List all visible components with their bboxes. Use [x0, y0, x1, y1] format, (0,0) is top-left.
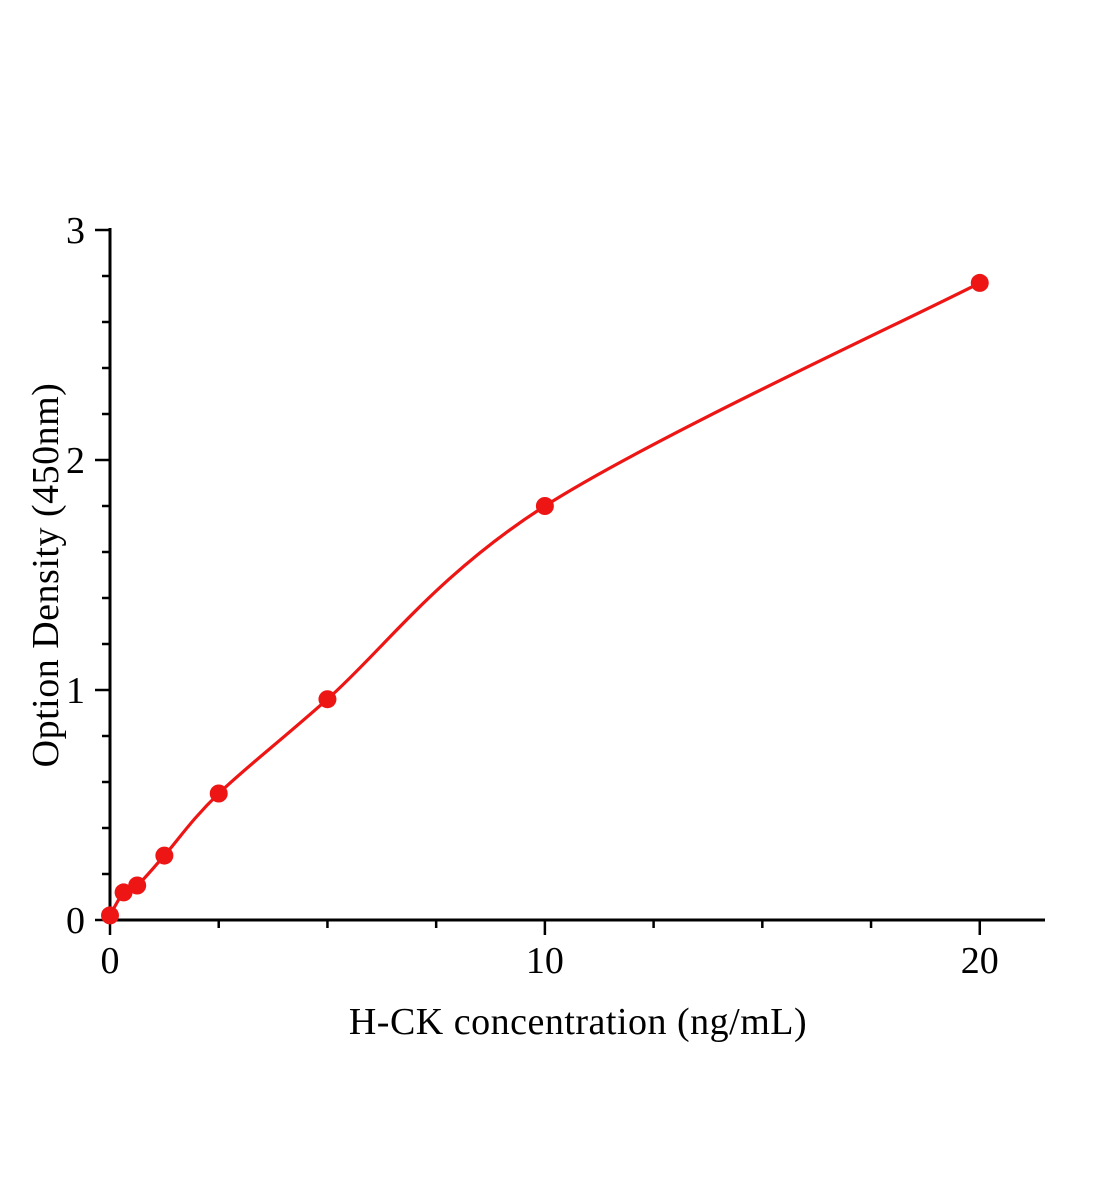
x-tick-label: 10	[526, 940, 564, 982]
fit-curve	[108, 281, 982, 917]
x-axis-label: H-CK concentration (ng/mL)	[348, 1001, 808, 1043]
y-tick-label: 1	[66, 670, 85, 712]
y-axis-label: Option Density (450nm)	[25, 382, 67, 768]
data-point	[128, 876, 147, 895]
data-point	[535, 497, 554, 515]
data-point	[318, 690, 337, 709]
data-point	[114, 883, 133, 902]
x-tick-label: 0	[101, 940, 120, 982]
data-point	[101, 906, 119, 925]
data-point	[155, 846, 174, 865]
y-tick-label: 3	[66, 210, 85, 252]
y-tick-label: 2	[66, 440, 85, 482]
data-point	[209, 784, 228, 803]
y-tick-label: 0	[66, 900, 85, 942]
data-point	[970, 273, 989, 292]
x-tick-label: 20	[961, 940, 999, 982]
